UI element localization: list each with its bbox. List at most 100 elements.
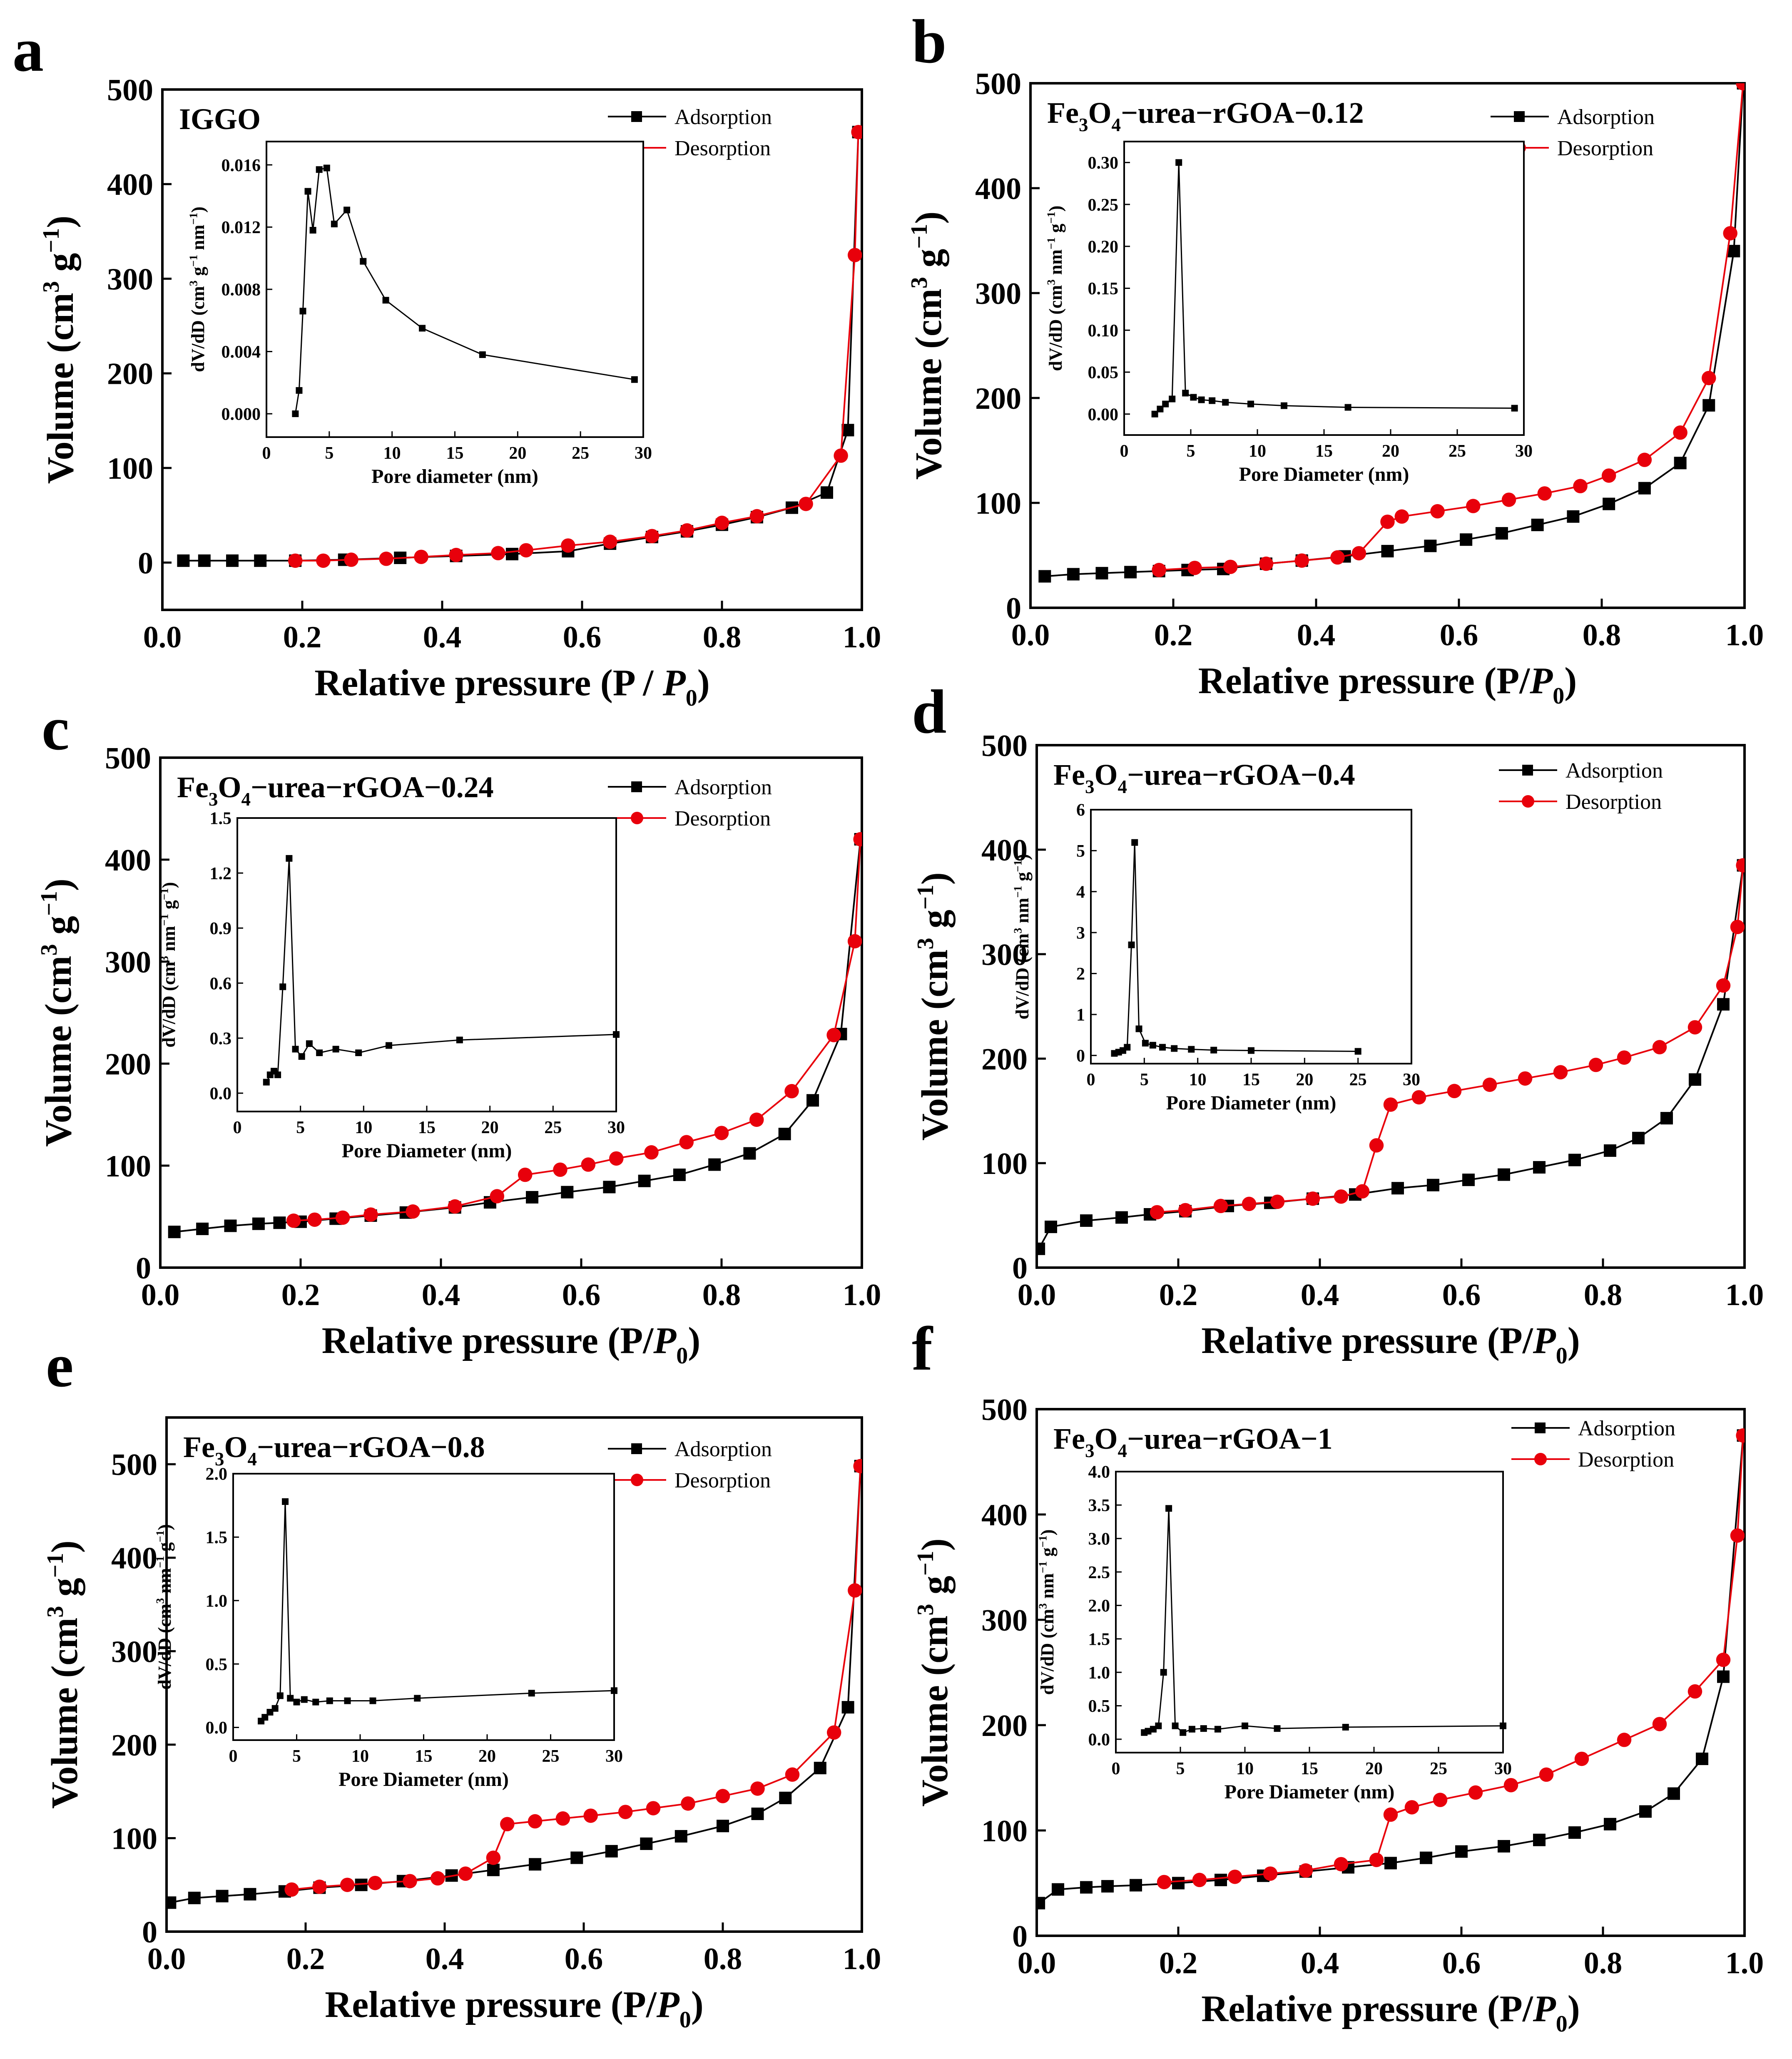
inset-psd-point xyxy=(1128,941,1135,948)
inset-x-tick-label: 10 xyxy=(355,1118,372,1137)
desorption-point xyxy=(1730,920,1745,934)
legend-marker-desorption xyxy=(631,812,643,824)
inset-y-axis-title: dV/dD (cm3​ nm−1​ g−1​) xyxy=(1036,1529,1058,1695)
desorption-point xyxy=(1294,553,1309,568)
desorption-point xyxy=(1501,492,1516,507)
data-layer xyxy=(1037,858,1745,1255)
inset-psd-point xyxy=(271,1705,279,1712)
desorption-point xyxy=(1227,1870,1242,1884)
legend-label-adsorption: Adsorption xyxy=(674,1437,772,1461)
inset-y-tick-label: 0.5 xyxy=(1088,1697,1110,1716)
inset-x-tick-label: 30 xyxy=(1494,1759,1512,1778)
inset-x-tick-label: 0 xyxy=(1087,1070,1095,1089)
desorption-point xyxy=(618,1805,633,1819)
desorption-point xyxy=(1305,1191,1320,1206)
main-y-tick-label: 0 xyxy=(1006,592,1021,626)
legend-label-adsorption: Adsorption xyxy=(1557,105,1655,129)
desorption-point xyxy=(1383,1807,1398,1822)
inset: 0 5 10 15 20 25 30 0.0 0.3 0.6 0.9 1.2 1.5 Pore Diame… xyxy=(158,809,625,1162)
main-y-tick-label: 200 xyxy=(111,1728,157,1763)
inset-psd-point xyxy=(1131,839,1138,846)
inset: 0 5 10 15 20 25 30 0.000 0.004 0.008 0.012 0.016 Por… xyxy=(187,141,652,487)
adsorption-point xyxy=(779,1791,792,1804)
adsorption-point xyxy=(1717,1670,1730,1683)
inset-y-axis-title: dV/dD (cm3​ nm−1​ g−1​) xyxy=(154,1524,175,1690)
adsorption-point xyxy=(168,1226,181,1238)
inset-psd-point xyxy=(1142,1039,1149,1047)
main-x-tick-label: 0.4 xyxy=(423,620,462,654)
sample-title: Fe3​O4​−urea−rGOA−0.24 xyxy=(177,771,494,810)
adsorption-point xyxy=(1717,998,1730,1011)
inset-y-tick-label: 0.3 xyxy=(210,1029,232,1048)
desorption-point xyxy=(490,1189,505,1204)
legend-marker-desorption xyxy=(1534,1453,1547,1465)
main-plot-frame xyxy=(161,88,863,611)
inset-x-tick-label: 5 xyxy=(325,444,334,463)
adsorption-point xyxy=(821,486,833,499)
desorption-point xyxy=(340,1877,355,1892)
adsorption-point xyxy=(1639,1805,1652,1818)
inset-x-tick-label: 15 xyxy=(418,1118,436,1137)
main-y-tick-label: 200 xyxy=(981,1042,1028,1077)
inset-y-tick-label: 0.000 xyxy=(222,405,261,424)
adsorption-point xyxy=(1702,399,1715,412)
inset-y-axis-title: dV/dD (cm3​ nm−1​ g−1​) xyxy=(1045,206,1066,371)
legend-marker-desorption xyxy=(1522,795,1534,808)
desorption-point xyxy=(1716,1652,1731,1667)
desorption-point xyxy=(853,832,862,847)
desorption-point xyxy=(1259,556,1274,571)
panel-letter: a xyxy=(12,15,44,85)
desorption-point xyxy=(1330,550,1345,565)
desorption-point xyxy=(1574,1751,1589,1766)
desorption-point xyxy=(799,497,813,511)
legend-label-desorption: Desorption xyxy=(1578,1448,1674,1472)
main-y-tick-label: 300 xyxy=(975,277,1021,311)
main-x-tick-label: 0.2 xyxy=(1159,1278,1198,1312)
inset-x-tick-label: 0 xyxy=(1120,442,1129,461)
desorption-point xyxy=(1730,1528,1745,1543)
inset-y-tick-label: 3 xyxy=(1076,924,1085,943)
inset-psd-point xyxy=(266,1708,274,1716)
inset-y-tick-label: 0.008 xyxy=(222,281,261,300)
desorption-point xyxy=(679,1135,694,1149)
legend-marker-desorption xyxy=(631,1474,643,1486)
main-y-tick-label: 400 xyxy=(981,833,1028,868)
adsorption-point xyxy=(561,1186,574,1199)
inset-background xyxy=(1091,810,1411,1064)
adsorption-point xyxy=(640,1837,653,1850)
inset-y-tick-label: 0.10 xyxy=(1088,321,1119,341)
inset-psd-point xyxy=(298,1053,305,1060)
desorption-point xyxy=(288,553,303,568)
desorption-point xyxy=(368,1875,383,1890)
inset-y-tick-label: 1.5 xyxy=(1088,1630,1110,1649)
adsorption-point xyxy=(1604,1818,1616,1830)
inset-psd-point xyxy=(1344,404,1351,411)
inset-x-tick-label: 20 xyxy=(1365,1759,1383,1778)
inset-psd-point xyxy=(1159,1044,1166,1051)
main-x-tick-label: 0.8 xyxy=(1584,1946,1623,1980)
inset-y-tick-label: 0.6 xyxy=(210,974,232,993)
desorption-point xyxy=(1404,1800,1419,1815)
legend-label-desorption: Desorption xyxy=(674,137,771,160)
desorption-point xyxy=(1213,1199,1228,1214)
adsorption-point xyxy=(1638,482,1651,495)
adsorption-point xyxy=(1391,1182,1404,1195)
inset-y-tick-label: 2.0 xyxy=(206,1465,228,1484)
inset-x-tick-label: 5 xyxy=(1140,1070,1149,1089)
desorption-point xyxy=(681,1796,695,1811)
main-x-tick-label: 0.0 xyxy=(147,1942,186,1976)
desorption-point xyxy=(1298,1863,1313,1878)
legend-label-desorption: Desorption xyxy=(674,1469,771,1492)
adsorption-point xyxy=(1424,540,1437,552)
adsorption-point xyxy=(1603,497,1615,510)
desorption-point xyxy=(406,1204,420,1219)
inset-psd-point xyxy=(1151,410,1158,418)
inset-psd-point xyxy=(1155,1722,1162,1729)
main-y-tick-label: 400 xyxy=(111,1542,157,1576)
adsorption-point xyxy=(1568,1154,1581,1166)
adsorption-point xyxy=(1567,510,1580,523)
main-y-tick-label: 0 xyxy=(1012,1251,1028,1286)
inset-psd-point xyxy=(1160,1669,1167,1676)
desorption-point xyxy=(1652,1040,1667,1054)
adsorption-point xyxy=(778,1128,791,1141)
